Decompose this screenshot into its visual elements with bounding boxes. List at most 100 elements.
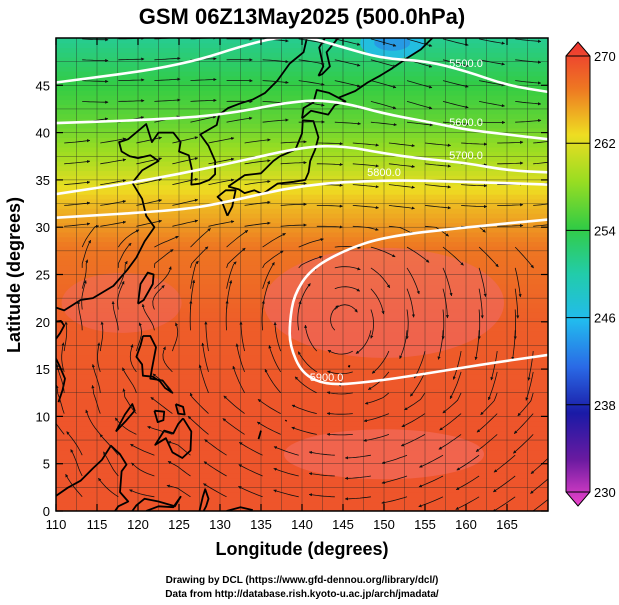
- streamline: [152, 373, 173, 393]
- streamline: [364, 392, 390, 405]
- streamline: [298, 80, 325, 86]
- streamline: [455, 496, 480, 510]
- streamline: [419, 454, 444, 468]
- streamline: [61, 342, 65, 373]
- coastline: [174, 403, 186, 416]
- streamline: [551, 39, 577, 40]
- colorbar-tick-label: 254: [594, 223, 616, 238]
- streamline: [150, 396, 173, 414]
- x-tick-label: 160: [455, 517, 477, 532]
- streamline: [497, 161, 524, 165]
- coastline: [56, 444, 130, 511]
- streamline: [172, 198, 199, 206]
- streamline: [131, 462, 155, 477]
- y-tick-label: 45: [36, 78, 50, 93]
- y-tick-label: 15: [36, 362, 50, 377]
- streamline: [190, 228, 211, 248]
- streamline: [239, 442, 263, 456]
- coastline: [154, 417, 193, 459]
- streamline: [352, 205, 379, 210]
- streamline: [100, 220, 127, 227]
- streamline: [344, 496, 371, 501]
- streamline: [442, 101, 469, 109]
- streamline: [388, 205, 415, 210]
- streamline: [280, 181, 307, 186]
- streamline: [514, 288, 520, 319]
- streamline: [280, 223, 307, 227]
- streamline: [172, 157, 199, 165]
- streamline: [461, 142, 488, 146]
- streamline: [424, 225, 449, 237]
- streamline: [238, 486, 263, 498]
- streamline: [100, 199, 127, 206]
- streamline: [141, 303, 155, 331]
- streamline: [479, 59, 505, 66]
- streamline: [418, 496, 444, 508]
- streamline: [99, 321, 104, 352]
- cold-core: [374, 38, 411, 51]
- streamline: [298, 283, 311, 310]
- streamline: [442, 59, 469, 67]
- x-tick-label: 110: [46, 517, 67, 532]
- streamline: [81, 224, 100, 248]
- streamline: [167, 461, 191, 477]
- streamline: [308, 450, 335, 456]
- y-tick-label: 5: [43, 457, 50, 472]
- y-tick-label: 35: [36, 173, 50, 188]
- streamline: [129, 489, 155, 498]
- streamline: [280, 161, 307, 165]
- streamline: [487, 371, 498, 401]
- coastline: [131, 495, 182, 511]
- streamline: [99, 434, 119, 456]
- coastline: [153, 409, 166, 423]
- streamline: [316, 142, 343, 146]
- streamline: [147, 426, 173, 435]
- streamline: [65, 473, 83, 498]
- streamline: [493, 454, 516, 473]
- streamline: [103, 451, 119, 477]
- streamline: [97, 342, 101, 373]
- streamline: [136, 198, 163, 206]
- streamline: [530, 457, 548, 475]
- x-tick-label: 150: [373, 517, 395, 532]
- streamline: [551, 268, 555, 297]
- streamline: [442, 288, 449, 319]
- contour-line: [56, 99, 548, 141]
- streamline: [455, 475, 480, 491]
- streamline: [513, 434, 534, 454]
- x-tick-label: 135: [250, 517, 272, 532]
- streamline: [198, 364, 209, 393]
- coastline: [226, 506, 254, 511]
- streamline: [308, 472, 335, 477]
- streamline: [514, 267, 522, 298]
- streamline: [363, 413, 390, 423]
- streamline: [479, 101, 505, 108]
- streamline: [223, 395, 245, 414]
- streamline: [517, 392, 534, 417]
- streamline: [547, 356, 548, 361]
- streamline: [478, 267, 487, 298]
- streamline: [515, 38, 542, 43]
- chart-title: GSM 06Z13May2025 (500.0hPa): [139, 4, 466, 29]
- y-tick-label: 40: [36, 126, 50, 141]
- streamline: [117, 260, 128, 289]
- streamline: [388, 184, 415, 189]
- streamline: [136, 219, 163, 227]
- streamline: [334, 38, 361, 46]
- streamline: [441, 309, 445, 340]
- streamline: [226, 261, 237, 289]
- streamline: [330, 305, 339, 331]
- streamline: [100, 137, 127, 144]
- coastline: [135, 335, 174, 394]
- streamline: [327, 370, 353, 375]
- streamline: [91, 363, 101, 393]
- streamline: [370, 267, 391, 289]
- streamline: [406, 101, 433, 110]
- contour-label: 5500.0: [449, 58, 483, 70]
- streamline: [118, 57, 145, 61]
- streamline: [370, 288, 385, 315]
- streamline: [294, 376, 317, 394]
- streamline: [475, 434, 498, 453]
- streamline: [551, 310, 552, 340]
- streamline: [204, 321, 209, 352]
